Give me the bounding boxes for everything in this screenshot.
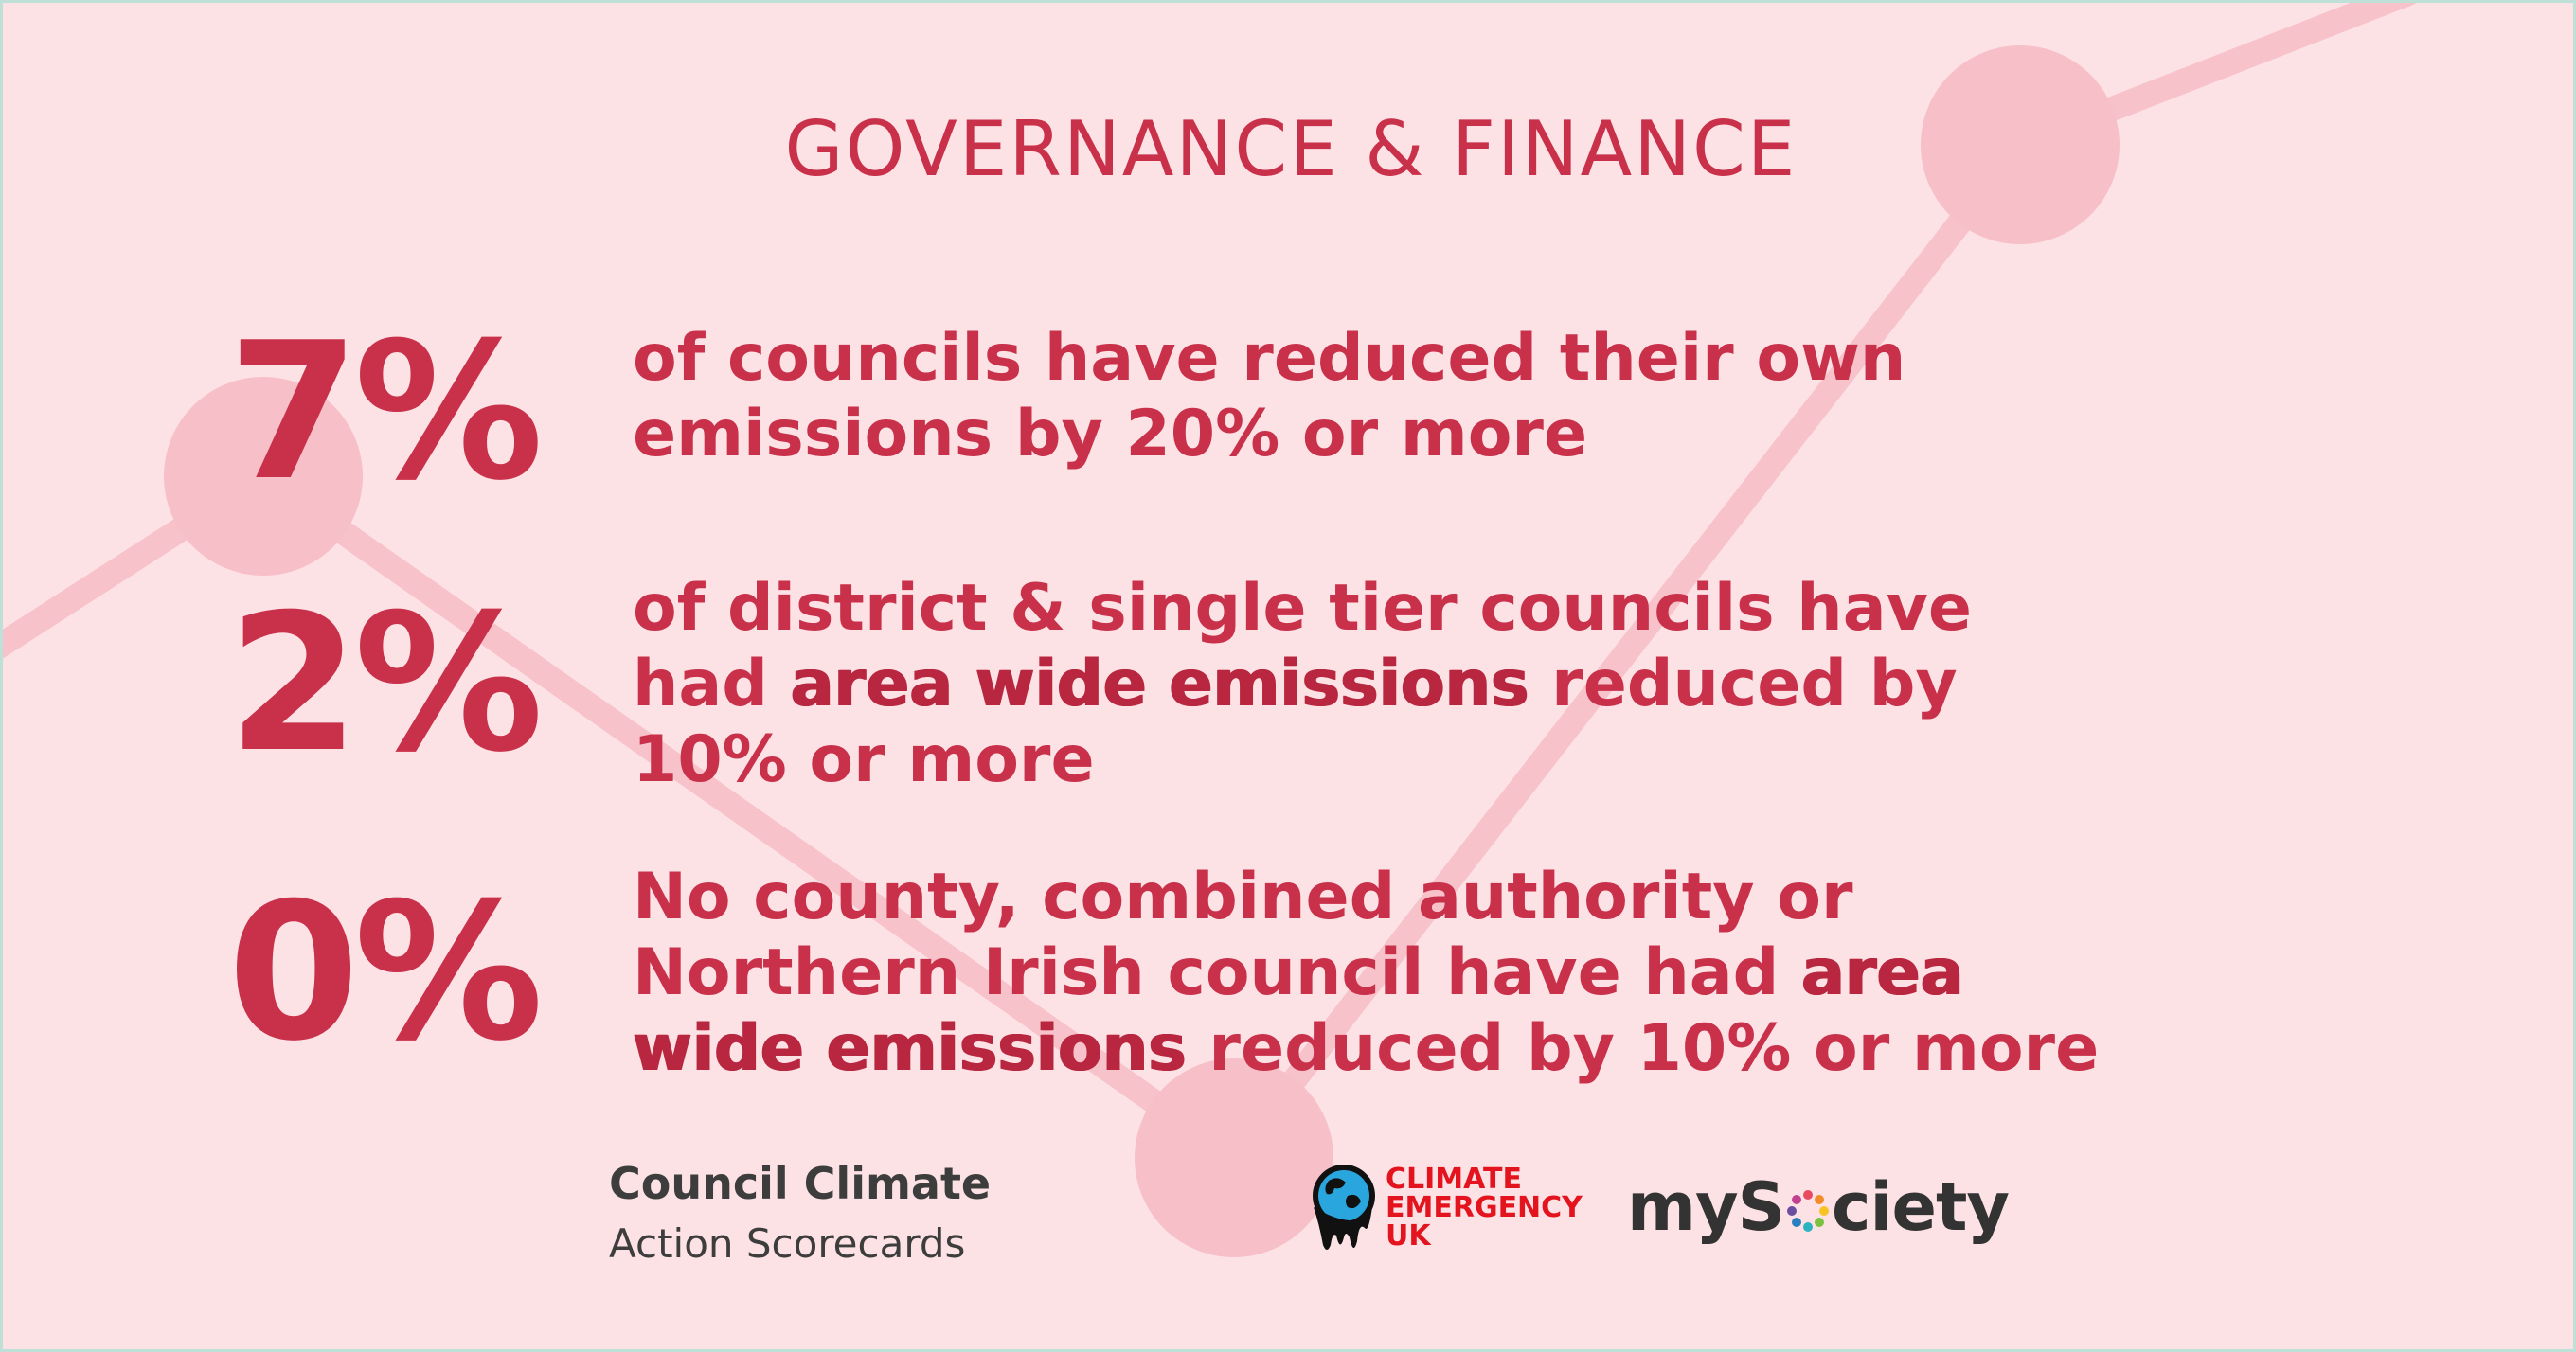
stat-text-segment: 10% or more: [633, 722, 1095, 797]
mysociety-prefix: myS: [1627, 1168, 1785, 1246]
page-title: GOVERNANCE & FINANCE: [784, 105, 1798, 193]
stat-text-line: 10% or more: [633, 722, 2432, 798]
stat-text-line: had area wide emissions reduced by: [633, 647, 2432, 722]
stat-text-segment: had: [633, 647, 791, 721]
stat-percentage: 0%: [227, 863, 544, 1083]
ceuk-word-2: EMERGENCY: [1386, 1191, 1583, 1224]
ceuk-wordmark: CLIMATE EMERGENCY UK: [1386, 1160, 1583, 1251]
line-graph-graphic: [3, 3, 2417, 1257]
mysociety-logo: myS ciety: [1627, 1168, 2010, 1246]
stat-text-segment: of district & single tier councils have: [633, 571, 1973, 646]
stat-text-emphasis: area: [1801, 935, 1964, 1010]
stat-text-line: wide emissions reduced by 10% or more: [633, 1011, 2432, 1087]
stat-text-segment: emissions by 20% or more: [633, 397, 1588, 471]
stat-text-line: No county, combined authority or: [633, 860, 2432, 935]
stat-description: of councils have reduced their own emissi…: [633, 321, 2432, 472]
stat-percentage: 2%: [227, 574, 544, 794]
stat-text-line: of district & single tier councils have: [633, 571, 2432, 647]
stat-text-segment: reduced by: [1529, 647, 1958, 721]
melting-globe-icon: [1313, 1165, 1375, 1250]
stat-text-emphasis: wide emissions: [633, 1011, 1187, 1086]
ceuk-word-3: UK: [1386, 1219, 1431, 1253]
stat-percentage: 7%: [227, 302, 544, 523]
climate-emergency-uk-logo: CLIMATE EMERGENCY UK: [1310, 1160, 1583, 1264]
stat-text-segment: Northern Irish council have had: [633, 935, 1802, 1010]
stat-description: of district & single tier councils have h…: [633, 571, 2432, 798]
stat-text-emphasis: area wide emissions: [790, 647, 1530, 721]
mysociety-suffix: ciety: [1831, 1168, 2010, 1246]
stat-text-line: Northern Irish council have had area: [633, 935, 2432, 1011]
brand-name-line2: Action Scorecards: [609, 1220, 966, 1267]
scorecards-logo: Council Climate Action Scorecards: [609, 1153, 991, 1274]
stat-text-line: of councils have reduced their own: [633, 321, 2432, 397]
stat-text-segment: reduced by 10% or more: [1186, 1011, 2100, 1086]
stat-text-segment: No county, combined authority or: [633, 860, 1853, 934]
stat-description: No county, combined authority or Northern…: [633, 860, 2432, 1087]
stat-text-line: emissions by 20% or more: [633, 397, 2432, 472]
stat-text-segment: of councils have reduced their own: [633, 321, 1906, 396]
ceuk-word-1: CLIMATE: [1386, 1163, 1522, 1196]
brand-name-line1: Council Climate: [609, 1158, 992, 1209]
coloured-dots-ring-icon: [1786, 1190, 1829, 1232]
